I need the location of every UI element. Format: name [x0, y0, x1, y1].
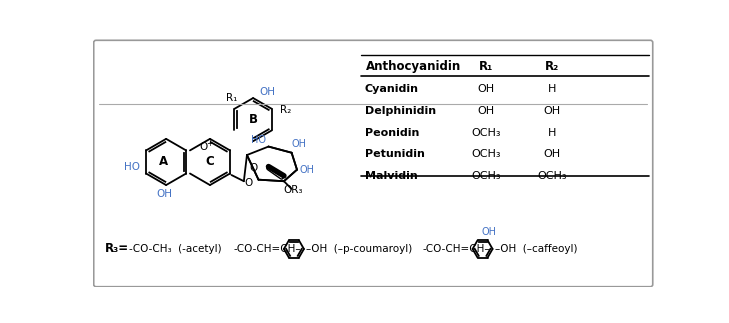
Text: R₂: R₂	[280, 105, 292, 115]
Text: C: C	[206, 155, 214, 169]
Text: -CO-CH₃  (-acetyl): -CO-CH₃ (-acetyl)	[129, 244, 222, 254]
Text: H: H	[547, 84, 556, 94]
Text: OCH₃: OCH₃	[472, 128, 501, 138]
Text: –OH  (–p-coumaroyl): –OH (–p-coumaroyl)	[306, 244, 413, 254]
Text: HO: HO	[251, 135, 266, 145]
Text: OR₃: OR₃	[284, 185, 303, 195]
Text: OH: OH	[300, 165, 314, 175]
Text: R₁: R₁	[226, 93, 237, 103]
Text: HO: HO	[124, 162, 140, 172]
Text: R₂: R₂	[545, 60, 559, 73]
Text: Cyanidin: Cyanidin	[364, 84, 418, 94]
Text: OH: OH	[543, 106, 561, 116]
Text: O: O	[200, 141, 208, 151]
Text: OCH₃: OCH₃	[472, 171, 501, 181]
Text: OH: OH	[259, 87, 275, 97]
Text: OCH₃: OCH₃	[472, 149, 501, 159]
Text: Anthocyanidin: Anthocyanidin	[366, 60, 461, 73]
Text: OH: OH	[291, 139, 306, 149]
Text: O: O	[249, 163, 257, 173]
Text: OCH₃: OCH₃	[537, 171, 566, 181]
Text: A: A	[158, 155, 168, 169]
Text: B: B	[249, 113, 257, 126]
Text: H: H	[547, 128, 556, 138]
Text: OH: OH	[543, 149, 561, 159]
Text: Delphinidin: Delphinidin	[364, 106, 436, 116]
Text: Petunidin: Petunidin	[364, 149, 424, 159]
Text: OH: OH	[157, 189, 173, 199]
Text: Malvidin: Malvidin	[364, 171, 418, 181]
Text: +: +	[206, 139, 214, 148]
Text: -CO-CH=CH–: -CO-CH=CH–	[234, 244, 302, 254]
FancyBboxPatch shape	[94, 40, 652, 287]
Text: OH: OH	[481, 227, 496, 237]
Text: OH: OH	[477, 106, 495, 116]
Text: Peonidin: Peonidin	[364, 128, 419, 138]
Text: R₁: R₁	[479, 60, 494, 73]
Text: R₃=: R₃=	[104, 243, 128, 255]
Text: –OH  (–caffeoyl): –OH (–caffeoyl)	[495, 244, 577, 254]
Text: OH: OH	[477, 84, 495, 94]
Text: O: O	[244, 178, 252, 188]
Text: -CO-CH=CH–: -CO-CH=CH–	[423, 244, 490, 254]
